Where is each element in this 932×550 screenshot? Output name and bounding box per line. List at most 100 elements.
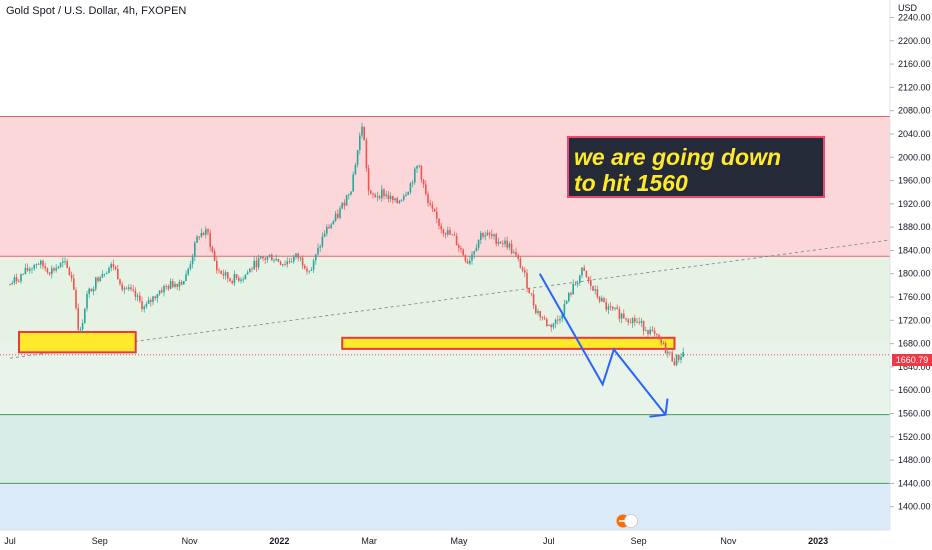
candle-body-32 [79, 329, 82, 331]
x-tick-label-6: Jul [543, 536, 555, 546]
candle-body-187 [420, 165, 423, 180]
y-tick-label-3: 1520.00 [898, 432, 931, 442]
candle-body-125 [284, 264, 286, 266]
candle-body-264 [590, 280, 592, 287]
candle-body-65 [152, 296, 154, 302]
candle-body-2 [13, 277, 16, 284]
candle-body-251 [561, 314, 563, 320]
candle-body-44 [106, 273, 108, 274]
candle-body-249 [557, 319, 559, 321]
candle-body-74 [172, 281, 174, 287]
candle-body-303 [675, 354, 678, 366]
candle-body-246 [550, 324, 552, 328]
candle-body-290 [647, 330, 649, 335]
candle-body-215 [482, 233, 484, 237]
candle-body-231 [517, 255, 519, 259]
candle-body-143 [323, 233, 326, 237]
candle-body-12 [35, 264, 38, 265]
tradingview-logo-icon[interactable] [616, 514, 638, 528]
candle-body-262 [585, 270, 588, 277]
candle-body-49 [117, 269, 119, 280]
candle-body-182 [409, 183, 412, 193]
candle-body-24 [62, 261, 64, 263]
candle-body-34 [84, 308, 86, 324]
candle-body-221 [495, 234, 497, 244]
zone-4 [0, 483, 890, 530]
candle-body-252 [563, 303, 566, 315]
candle-body-53 [125, 288, 128, 290]
candle-body-282 [629, 322, 632, 324]
candle-body-256 [572, 283, 574, 295]
y-tick-label-17: 2080.00 [898, 106, 931, 116]
candle-body-139 [315, 254, 317, 261]
candle-body-235 [526, 272, 528, 288]
candle-body-116 [264, 258, 266, 260]
candle-body-0 [9, 284, 11, 285]
candle-body-184 [414, 168, 416, 183]
candle-body-156 [352, 174, 354, 192]
candle-body-267 [596, 289, 599, 298]
candle-body-171 [385, 194, 387, 197]
annotation-box: we are going down to hit 1560 [567, 136, 825, 198]
candle-body-296 [660, 339, 662, 344]
candle-body-127 [288, 261, 291, 263]
candle-body-36 [88, 288, 90, 294]
candle-body-191 [429, 203, 431, 205]
candle-body-17 [46, 268, 49, 273]
candle-body-163 [367, 168, 370, 191]
candle-body-145 [328, 226, 330, 229]
candle-body-105 [240, 279, 242, 281]
candle-body-155 [350, 191, 352, 195]
candle-body-135 [306, 268, 308, 272]
candle-body-63 [147, 300, 150, 304]
candle-body-305 [680, 356, 682, 360]
candle-body-302 [673, 361, 676, 366]
candle-body-228 [510, 243, 513, 254]
candle-body-167 [376, 196, 379, 198]
x-tick-label-3: 2022 [269, 536, 289, 546]
y-tick-label-13: 1920.00 [898, 199, 931, 209]
candle-body-153 [345, 194, 348, 206]
candle-body-295 [658, 334, 660, 340]
candle-body-26 [66, 261, 68, 268]
candle-body-236 [528, 287, 530, 294]
candle-body-129 [293, 257, 295, 262]
candle-body-181 [407, 192, 409, 195]
candle-body-230 [515, 252, 517, 256]
candle-body-261 [583, 267, 585, 271]
candle-body-119 [271, 254, 273, 261]
y-tick-label-5: 1600.00 [898, 385, 931, 395]
candle-body-196 [440, 225, 442, 230]
candle-body-218 [488, 232, 491, 235]
candle-body-266 [594, 289, 596, 291]
candle-body-100 [229, 278, 231, 282]
candle-body-185 [416, 165, 418, 169]
candle-body-258 [576, 282, 579, 285]
candle-body-190 [427, 193, 429, 204]
candle-body-210 [471, 254, 473, 261]
candle-body-198 [444, 232, 447, 235]
candle-body-189 [425, 184, 427, 194]
candle-body-151 [341, 202, 343, 209]
candle-body-41 [99, 277, 101, 282]
candle-body-178 [400, 199, 403, 201]
candle-body-40 [97, 277, 99, 282]
candle-body-84 [194, 242, 196, 257]
candle-body-238 [532, 294, 535, 306]
candle-body-6 [22, 274, 24, 275]
candle-body-80 [185, 274, 187, 282]
projection-arrowhead [649, 398, 669, 418]
candle-body-208 [466, 261, 469, 264]
candle-body-28 [70, 274, 73, 279]
candle-body-111 [253, 260, 255, 270]
candle-body-140 [317, 247, 319, 255]
candle-body-168 [378, 196, 381, 199]
y-tick-label-6: 1640.00 [898, 362, 931, 372]
candle-body-132 [299, 257, 302, 259]
candle-body-304 [678, 354, 680, 360]
candle-body-244 [546, 319, 548, 326]
candle-body-154 [348, 194, 350, 196]
trendline [9, 239, 891, 359]
candle-body-62 [145, 303, 148, 307]
